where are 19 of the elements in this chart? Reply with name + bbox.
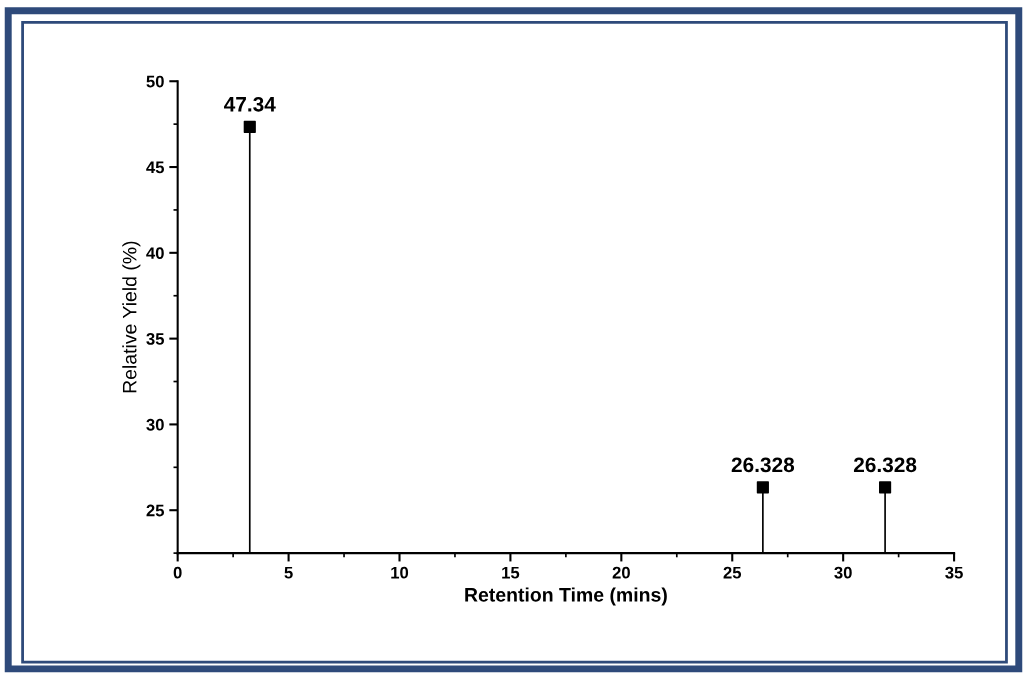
y-tick-label: 50 (146, 75, 164, 88)
x-tick-label: 0 (173, 566, 182, 579)
data-label: 47.34 (224, 96, 276, 112)
x-tick-label: 20 (612, 566, 630, 579)
x-tick-label: 15 (502, 566, 520, 579)
y-tick-label: 40 (146, 247, 164, 260)
x-tick-label: 5 (284, 566, 293, 579)
data-label: 26.328 (853, 457, 917, 473)
x-axis-title: Retention Time (mins) (465, 587, 667, 606)
y-tick-label: 30 (146, 418, 164, 431)
data-label: 26.328 (731, 457, 795, 473)
x-tick-label: 30 (834, 566, 852, 579)
y-tick-label: 45 (146, 161, 165, 174)
y-axis-title: Relative Yield (%) (122, 241, 141, 393)
x-tick-label: 10 (391, 566, 409, 579)
x-tick-label: 25 (723, 566, 742, 579)
x-tick-label: 35 (945, 566, 963, 579)
y-tick-label: 35 (146, 333, 165, 345)
y-tick-label: 25 (146, 504, 165, 517)
